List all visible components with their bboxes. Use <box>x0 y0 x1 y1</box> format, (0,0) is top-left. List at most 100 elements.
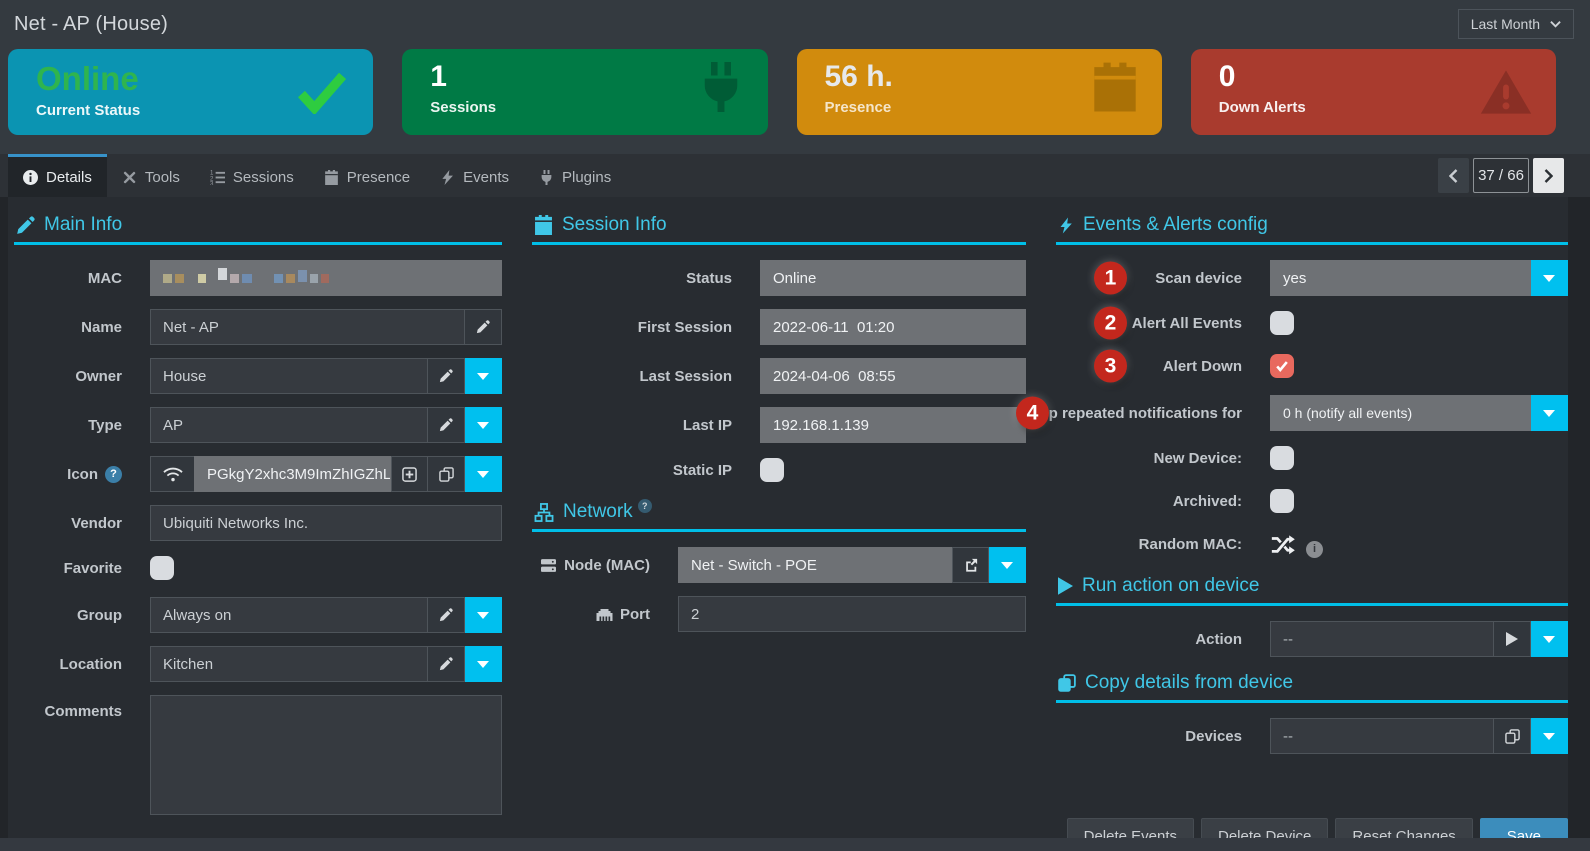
type-input[interactable]: AP <box>150 407 428 443</box>
scan-device-select[interactable]: yes <box>1270 260 1531 296</box>
current-status-card[interactable]: Online Current Status <box>8 49 374 135</box>
mac-field[interactable] <box>150 260 502 296</box>
events-alerts-section: Events & Alerts config 1 Scan device yes… <box>1016 212 1568 851</box>
group-input[interactable]: Always on <box>150 597 428 633</box>
node-dropdown-button[interactable] <box>989 547 1026 583</box>
alert-all-events-checkbox[interactable] <box>1270 311 1294 335</box>
tab-tools[interactable]: Tools <box>107 154 195 197</box>
sessions-card[interactable]: 1 Sessions <box>402 49 768 135</box>
help-icon[interactable]: ? <box>637 499 652 513</box>
icon-base64-input[interactable]: PGkgY2xhc3M9ImZhIGZhLXdp <box>194 456 391 492</box>
help-icon[interactable]: ? <box>105 465 122 483</box>
main-info-header: Main Info <box>14 212 502 245</box>
tab-label: Plugins <box>562 168 612 186</box>
caret-down-icon <box>1001 561 1013 569</box>
copy-icon <box>1504 728 1520 744</box>
down-alerts-card[interactable]: 0 Down Alerts <box>1190 49 1556 135</box>
owner-dropdown-button[interactable] <box>465 358 502 394</box>
comments-label: Comments <box>44 703 122 720</box>
port-input[interactable]: 2 <box>678 596 1026 632</box>
node-row: Node (MAC) Net - Switch - POE <box>532 547 1026 583</box>
static-ip-checkbox[interactable] <box>760 458 784 482</box>
caret-down-icon <box>1543 274 1555 282</box>
tab-label: Sessions <box>232 168 294 186</box>
annotation-badge-3: 3 <box>1094 349 1127 383</box>
sitemap-icon <box>534 502 554 522</box>
name-input[interactable]: Net - AP <box>150 309 465 345</box>
tab-plugins[interactable]: Plugins <box>524 154 626 197</box>
run-action-button[interactable] <box>1494 621 1531 657</box>
copy-details-header: Copy details from device <box>1056 670 1568 703</box>
bolt-icon <box>1060 217 1072 233</box>
open-node-button[interactable] <box>952 547 989 583</box>
alert-down-row: 3 Alert Down <box>1056 349 1568 383</box>
skip-notifications-dropdown-button[interactable] <box>1531 395 1568 431</box>
presence-label: Presence <box>824 98 892 116</box>
edit-owner-button[interactable] <box>428 358 465 394</box>
comments-row: Comments <box>14 695 502 815</box>
new-device-checkbox[interactable] <box>1270 446 1294 470</box>
main-info-section: Main Info MAC Name Net - AP <box>14 212 502 851</box>
last-ip-label: Last IP <box>682 416 732 434</box>
skip-notifications-select[interactable]: 0 h (notify all events) <box>1270 395 1531 431</box>
action-row: Action -- <box>1056 621 1568 657</box>
tab-presence[interactable]: Presence <box>309 154 425 197</box>
pencil-icon <box>439 657 453 671</box>
name-row: Name Net - AP <box>14 309 502 345</box>
copy-icon-button[interactable] <box>428 456 465 492</box>
vendor-input[interactable]: Ubiquiti Networks Inc. <box>150 505 502 541</box>
tab-details[interactable]: Details <box>8 154 107 197</box>
location-input[interactable]: Kitchen <box>150 646 428 682</box>
devices-dropdown-button[interactable] <box>1531 718 1568 754</box>
mac-row: MAC <box>14 260 502 296</box>
action-dropdown-button[interactable] <box>1531 621 1568 657</box>
pencil-icon <box>439 418 453 432</box>
server-icon <box>541 558 557 572</box>
scan-device-dropdown-button[interactable] <box>1531 260 1568 296</box>
pencil-icon <box>439 608 453 622</box>
section-title: Copy details from device <box>1085 672 1294 693</box>
next-device-button[interactable] <box>1533 158 1564 193</box>
group-dropdown-button[interactable] <box>465 597 502 633</box>
node-mac-input[interactable]: Net - Switch - POE <box>678 547 952 583</box>
section-title: Session Info <box>562 214 667 235</box>
tab-label: Presence <box>346 168 411 186</box>
owner-input[interactable]: House <box>150 358 428 394</box>
type-dropdown-button[interactable] <box>465 407 502 443</box>
presence-card[interactable]: 56 h. Presence <box>796 49 1162 135</box>
copy-from-device-button[interactable] <box>1494 718 1531 754</box>
summary-cards: Online Current Status 1 Sessions 56 h. P… <box>8 49 1556 135</box>
location-dropdown-button[interactable] <box>465 646 502 682</box>
action-select[interactable]: -- <box>1270 621 1494 657</box>
icon-dropdown-button[interactable] <box>465 456 502 492</box>
section-title: Main Info <box>44 214 123 235</box>
comments-textarea[interactable] <box>150 695 502 815</box>
edit-location-button[interactable] <box>428 646 465 682</box>
archived-checkbox[interactable] <box>1270 489 1294 513</box>
devices-select[interactable]: -- <box>1270 718 1494 754</box>
timeframe-select[interactable]: Last Month <box>1457 9 1574 39</box>
wifi-icon <box>162 467 183 481</box>
redacted-mac <box>163 268 329 283</box>
favorite-checkbox[interactable] <box>150 556 174 580</box>
edit-group-button[interactable] <box>428 597 465 633</box>
alert-down-checkbox[interactable] <box>1270 354 1294 378</box>
annotation-badge-4: 4 <box>1016 396 1049 430</box>
edit-type-button[interactable] <box>428 407 465 443</box>
devices-label: Devices <box>1185 727 1242 745</box>
tab-events[interactable]: Events <box>425 154 524 197</box>
edit-name-button[interactable] <box>465 309 502 345</box>
location-label: Location <box>59 655 123 673</box>
caret-down-icon <box>1543 409 1555 417</box>
prev-device-button[interactable] <box>1438 158 1469 193</box>
pencil-icon <box>439 369 453 383</box>
tab-label: Tools <box>144 168 180 186</box>
tab-label: Events <box>463 168 509 186</box>
info-icon[interactable]: i <box>1306 540 1323 558</box>
group-label: Group <box>77 606 122 624</box>
chevron-right-icon <box>1544 168 1553 183</box>
pencil-icon <box>17 215 35 234</box>
add-icon-button[interactable] <box>391 456 428 492</box>
scan-device-row: 1 Scan device yes <box>1056 260 1568 296</box>
